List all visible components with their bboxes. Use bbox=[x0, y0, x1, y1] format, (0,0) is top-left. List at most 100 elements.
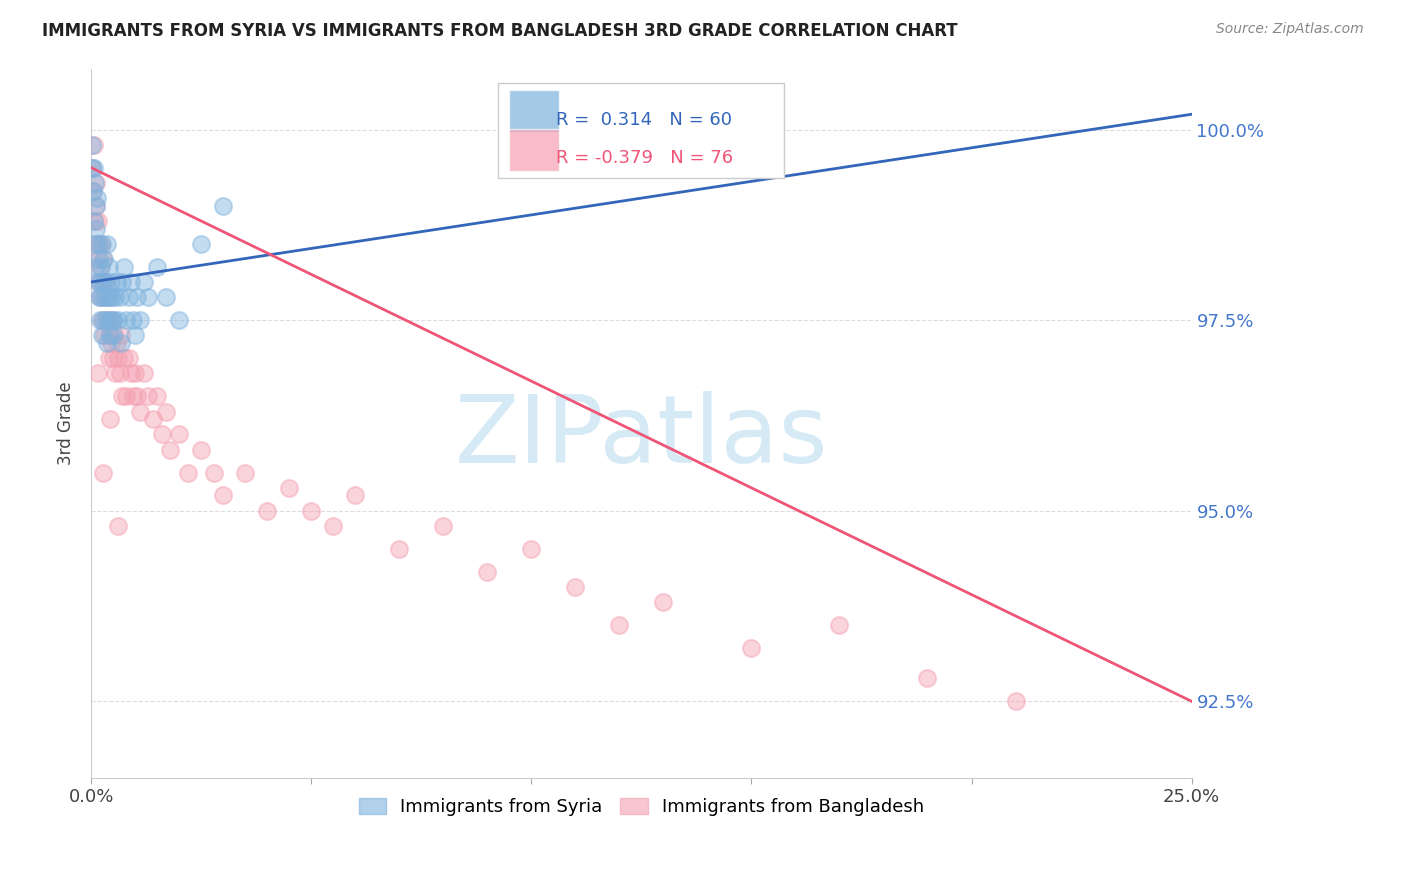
Point bbox=[83, 176, 105, 190]
Point bbox=[111, 275, 134, 289]
FancyBboxPatch shape bbox=[509, 90, 558, 132]
Legend: Immigrants from Syria, Immigrants from Bangladesh: Immigrants from Syria, Immigrants from B… bbox=[350, 789, 934, 825]
Point bbox=[212, 488, 235, 502]
Point bbox=[132, 275, 155, 289]
Point bbox=[110, 328, 132, 343]
Point bbox=[93, 290, 115, 304]
Point bbox=[87, 367, 110, 381]
Point bbox=[105, 275, 128, 289]
Point bbox=[82, 137, 104, 152]
Point bbox=[91, 236, 114, 251]
Point bbox=[740, 640, 762, 655]
Point bbox=[84, 176, 107, 190]
Point bbox=[97, 313, 120, 327]
Point bbox=[564, 580, 586, 594]
Point bbox=[278, 481, 301, 495]
Point bbox=[167, 313, 190, 327]
Point bbox=[93, 252, 115, 266]
Point bbox=[167, 427, 190, 442]
Text: IMMIGRANTS FROM SYRIA VS IMMIGRANTS FROM BANGLADESH 3RD GRADE CORRELATION CHART: IMMIGRANTS FROM SYRIA VS IMMIGRANTS FROM… bbox=[42, 22, 957, 40]
Point bbox=[155, 404, 177, 418]
Point bbox=[97, 328, 120, 343]
Point bbox=[107, 313, 129, 327]
Point bbox=[122, 313, 145, 327]
Point bbox=[93, 290, 115, 304]
Point bbox=[96, 313, 118, 327]
Point bbox=[828, 618, 851, 632]
Point bbox=[82, 184, 104, 198]
Point bbox=[91, 275, 114, 289]
Text: Source: ZipAtlas.com: Source: ZipAtlas.com bbox=[1216, 22, 1364, 37]
FancyBboxPatch shape bbox=[509, 128, 558, 171]
Point bbox=[256, 504, 278, 518]
Point bbox=[90, 260, 112, 274]
Point bbox=[97, 260, 120, 274]
Point bbox=[138, 389, 160, 403]
Point bbox=[107, 519, 129, 533]
Point bbox=[115, 313, 138, 327]
Text: R = -0.379   N = 76: R = -0.379 N = 76 bbox=[555, 149, 733, 167]
Point bbox=[609, 618, 631, 632]
Point bbox=[84, 260, 107, 274]
Point bbox=[97, 351, 120, 366]
Point bbox=[202, 466, 225, 480]
Y-axis label: 3rd Grade: 3rd Grade bbox=[58, 381, 75, 465]
Point bbox=[90, 290, 112, 304]
Point bbox=[117, 290, 139, 304]
Point bbox=[104, 367, 127, 381]
Point bbox=[344, 488, 367, 502]
Point bbox=[520, 541, 543, 556]
Point bbox=[212, 199, 235, 213]
Point bbox=[101, 290, 124, 304]
Point bbox=[87, 290, 110, 304]
Point bbox=[89, 313, 111, 327]
Point bbox=[108, 367, 131, 381]
Point bbox=[100, 336, 122, 351]
Point bbox=[101, 313, 124, 327]
Point bbox=[93, 466, 115, 480]
Point bbox=[146, 260, 169, 274]
Point bbox=[105, 336, 128, 351]
Point bbox=[150, 427, 173, 442]
Point bbox=[86, 191, 108, 205]
Point bbox=[142, 412, 165, 426]
Point bbox=[87, 236, 110, 251]
Point bbox=[128, 404, 150, 418]
Point bbox=[98, 328, 121, 343]
Point bbox=[98, 412, 121, 426]
Point bbox=[87, 275, 110, 289]
Point bbox=[97, 290, 120, 304]
Point bbox=[652, 595, 675, 609]
Point bbox=[233, 466, 256, 480]
Point bbox=[155, 290, 177, 304]
Point bbox=[91, 252, 114, 266]
Point bbox=[87, 275, 110, 289]
Point bbox=[115, 389, 138, 403]
Point bbox=[117, 351, 139, 366]
Point bbox=[86, 221, 108, 235]
Point bbox=[103, 328, 125, 343]
Point bbox=[190, 236, 212, 251]
Point bbox=[97, 290, 120, 304]
Text: R =  0.314   N = 60: R = 0.314 N = 60 bbox=[555, 112, 731, 129]
Point bbox=[84, 199, 107, 213]
Point bbox=[83, 137, 105, 152]
Point bbox=[128, 313, 150, 327]
Point bbox=[89, 290, 111, 304]
Point bbox=[93, 328, 115, 343]
Point bbox=[177, 466, 200, 480]
Point bbox=[89, 260, 111, 274]
Point bbox=[91, 275, 114, 289]
Point bbox=[103, 313, 125, 327]
Point bbox=[299, 504, 322, 518]
Point bbox=[112, 260, 135, 274]
Point bbox=[127, 290, 149, 304]
Point bbox=[82, 161, 104, 175]
Point bbox=[86, 252, 108, 266]
Point bbox=[110, 336, 132, 351]
Point bbox=[91, 328, 114, 343]
Point bbox=[93, 313, 115, 327]
Point bbox=[98, 290, 121, 304]
Point bbox=[108, 290, 131, 304]
Point bbox=[104, 290, 127, 304]
